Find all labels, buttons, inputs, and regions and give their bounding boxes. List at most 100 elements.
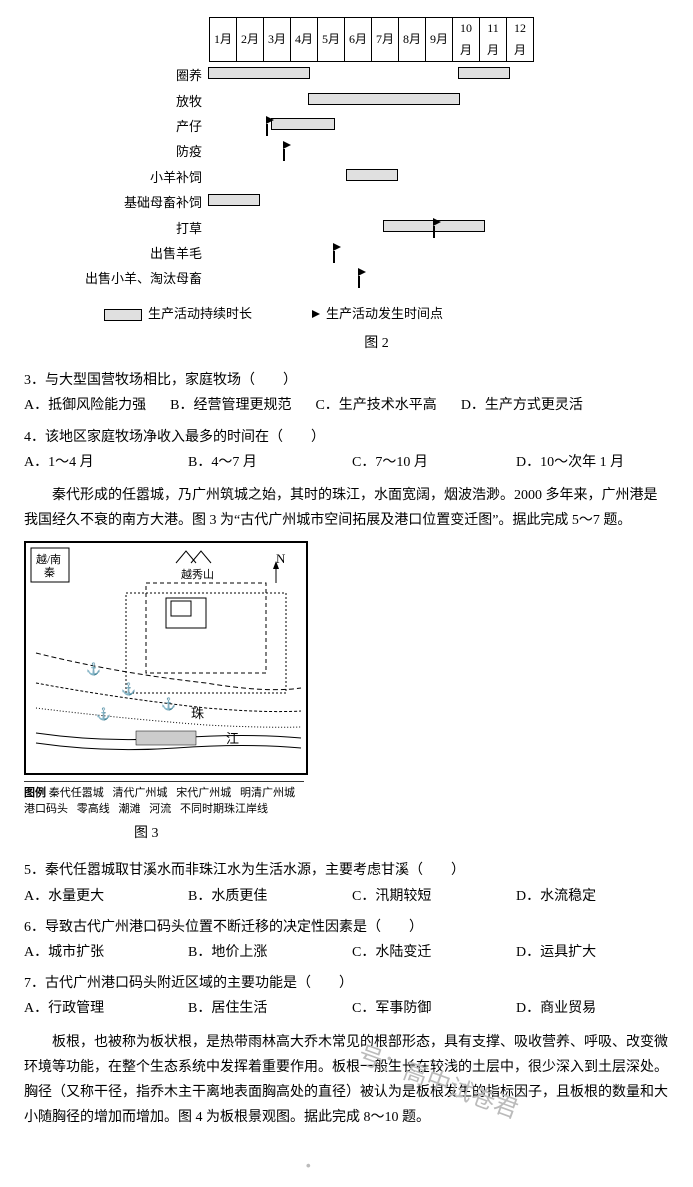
q3-opt-d: D．生产方式更灵活 bbox=[461, 393, 583, 418]
passage-guangzhou: 秦代形成的任嚣城，乃广州筑城之始，其时的珠江，水面宽阔，烟波浩渺。2000 多年… bbox=[24, 483, 669, 533]
gantt-row: 小羊补饲 bbox=[84, 165, 535, 190]
map-svg: N 越秀山 珠 江 ⚓ ⚓ ⚓ ⚓ bbox=[26, 543, 306, 773]
map-legend-item: 秦代任嚣城 bbox=[49, 787, 107, 799]
month-cell: 8月 bbox=[399, 18, 426, 62]
passage-banroot: 板根，也被称为板状根，是热带雨林高大乔木常见的根部形态，具有支撑、吸收营养、呼吸… bbox=[24, 1030, 669, 1131]
gantt-track bbox=[208, 216, 535, 241]
month-cell: 9月 bbox=[426, 18, 453, 62]
gantt-row-label: 放牧 bbox=[84, 89, 208, 114]
map-legend-head: 图例 bbox=[24, 787, 46, 799]
gantt-flag-icon bbox=[433, 218, 441, 226]
question-3: 3．与大型国营牧场相比，家庭牧场（ ） A．抵御风险能力强 B．经营管理更规范 … bbox=[24, 368, 669, 418]
question-7: 7．古代广州港口码头附近区域的主要功能是（ ） A．行政管理 B．居住生活 C．… bbox=[24, 971, 669, 1021]
gantt-bar bbox=[458, 67, 510, 79]
svg-text:⚓: ⚓ bbox=[161, 697, 176, 711]
q6-opt-c: C．水陆变迁 bbox=[352, 940, 492, 965]
q7-opt-d: D．商业贸易 bbox=[516, 996, 596, 1021]
gantt-flag-icon bbox=[333, 243, 341, 251]
gantt-table: 1月2月3月4月5月6月7月8月9月10月11月12月 圈养放牧产仔防疫小羊补饲… bbox=[84, 16, 535, 292]
gantt-track bbox=[208, 114, 535, 139]
gantt-flag-icon bbox=[358, 268, 366, 276]
gantt-track bbox=[208, 139, 535, 164]
month-cell: 4月 bbox=[291, 18, 318, 62]
gantt-row-label: 基础母畜补饲 bbox=[84, 190, 208, 215]
legend-bar-text: 生产活动持续时长 bbox=[148, 306, 252, 321]
gantt-row: 打草 bbox=[84, 216, 535, 241]
gantt-legend: 生产活动持续时长 生产活动发生时间点 bbox=[104, 302, 669, 325]
gantt-flag-icon bbox=[266, 116, 274, 124]
svg-text:珠: 珠 bbox=[191, 706, 204, 721]
legend-flag-text: 生产活动发生时间点 bbox=[326, 306, 443, 321]
month-cell: 1月 bbox=[210, 18, 237, 62]
map-legend-item: 潮滩 bbox=[119, 803, 144, 815]
gantt-chart: 1月2月3月4月5月6月7月8月9月10月11月12月 圈养放牧产仔防疫小羊补饲… bbox=[84, 16, 669, 356]
gantt-row-label: 出售小羊、淘汰母畜 bbox=[84, 266, 208, 291]
map-legend-item: 河流 bbox=[149, 803, 174, 815]
gantt-row: 防疫 bbox=[84, 139, 535, 164]
gantt-row: 基础母畜补饲 bbox=[84, 190, 535, 215]
month-cell: 2月 bbox=[237, 18, 264, 62]
month-cell: 6月 bbox=[345, 18, 372, 62]
svg-text:江: 江 bbox=[226, 731, 239, 746]
q6-opt-d: D．运具扩大 bbox=[516, 940, 596, 965]
map-legend-item: 零高线 bbox=[77, 803, 113, 815]
q4-stem: 4．该地区家庭牧场净收入最多的时间在（ ） bbox=[24, 425, 669, 450]
q7-opt-c: C．军事防御 bbox=[352, 996, 492, 1021]
map-legend-item: 明清广州城 bbox=[240, 787, 295, 799]
q6-stem: 6．导致古代广州港口码头位置不断迁移的决定性因素是（ ） bbox=[24, 915, 669, 940]
question-4: 4．该地区家庭牧场净收入最多的时间在（ ） A．1～4 月 B．4～7 月 C．… bbox=[24, 425, 669, 475]
svg-text:秦: 秦 bbox=[44, 565, 55, 579]
q5-stem: 5．秦代任嚣城取甘溪水而非珠江水为生活水源，主要考虑甘溪（ ） bbox=[24, 858, 669, 883]
fig2-caption: 图 2 bbox=[84, 331, 669, 356]
q6-opt-b: B．地价上涨 bbox=[188, 940, 328, 965]
month-cell: 12月 bbox=[507, 18, 534, 62]
gantt-bar bbox=[308, 93, 460, 105]
gantt-flag-icon bbox=[283, 141, 291, 149]
svg-text:⚓: ⚓ bbox=[86, 662, 101, 676]
map-legend-item: 港口码头 bbox=[24, 803, 71, 815]
q5-opt-d: D．水流稳定 bbox=[516, 884, 596, 909]
map-figure-wrap: N 越秀山 珠 江 ⚓ ⚓ ⚓ ⚓ bbox=[24, 541, 669, 846]
gantt-row-label: 圈养 bbox=[84, 63, 208, 88]
q4-opt-b: B．4～7 月 bbox=[188, 450, 328, 475]
q7-stem: 7．古代广州港口码头附近区域的主要功能是（ ） bbox=[24, 971, 669, 996]
gantt-track bbox=[208, 63, 535, 88]
map-legend: 图例 秦代任嚣城 清代广州城 宋代广州城 明清广州城 港口码头 零高线 潮滩 河… bbox=[24, 781, 304, 817]
question-5: 5．秦代任嚣城取甘溪水而非珠江水为生活水源，主要考虑甘溪（ ） A．水量更大 B… bbox=[24, 858, 669, 908]
q7-opt-b: B．居住生活 bbox=[188, 996, 328, 1021]
gantt-row: 放牧 bbox=[84, 89, 535, 114]
gantt-row-label: 出售羊毛 bbox=[84, 241, 208, 266]
gantt-row: 出售羊毛 bbox=[84, 241, 535, 266]
month-header-row: 1月2月3月4月5月6月7月8月9月10月11月12月 bbox=[84, 16, 535, 63]
gantt-row: 圈养 bbox=[84, 63, 535, 88]
q7-opt-a: A．行政管理 bbox=[24, 996, 164, 1021]
gantt-track bbox=[208, 190, 535, 215]
svg-text:⚓: ⚓ bbox=[96, 707, 111, 721]
fig3-caption: 图 3 bbox=[24, 821, 669, 846]
q3-stem: 3．与大型国营牧场相比，家庭牧场（ ） bbox=[24, 368, 669, 393]
map-legend-item: 宋代广州城 bbox=[176, 787, 234, 799]
gantt-track bbox=[208, 266, 535, 291]
svg-text:⚓: ⚓ bbox=[121, 682, 136, 696]
month-cell: 5月 bbox=[318, 18, 345, 62]
gantt-bar bbox=[346, 169, 398, 181]
q6-opt-a: A．城市扩张 bbox=[24, 940, 164, 965]
gantt-row-label: 小羊补饲 bbox=[84, 165, 208, 190]
month-cell: 11月 bbox=[480, 18, 507, 62]
month-cell: 10月 bbox=[453, 18, 480, 62]
gantt-row-label: 产仔 bbox=[84, 114, 208, 139]
gantt-row: 出售小羊、淘汰母畜 bbox=[84, 266, 535, 291]
gantt-row: 产仔 bbox=[84, 114, 535, 139]
gantt-track bbox=[208, 241, 535, 266]
gantt-bar bbox=[271, 118, 336, 130]
q4-opt-c: C．7～10 月 bbox=[352, 450, 492, 475]
map-legend-item: 不同时期珠江岸线 bbox=[180, 803, 268, 815]
svg-text:N: N bbox=[276, 551, 286, 566]
gantt-row-label: 打草 bbox=[84, 216, 208, 241]
gantt-track bbox=[208, 165, 535, 190]
gantt-bar bbox=[208, 194, 260, 206]
q5-opt-b: B．水质更佳 bbox=[188, 884, 328, 909]
q3-opt-c: C．生产技术水平高 bbox=[315, 393, 436, 418]
gantt-bar bbox=[208, 67, 310, 79]
question-6: 6．导致古代广州港口码头位置不断迁移的决定性因素是（ ） A．城市扩张 B．地价… bbox=[24, 915, 669, 965]
